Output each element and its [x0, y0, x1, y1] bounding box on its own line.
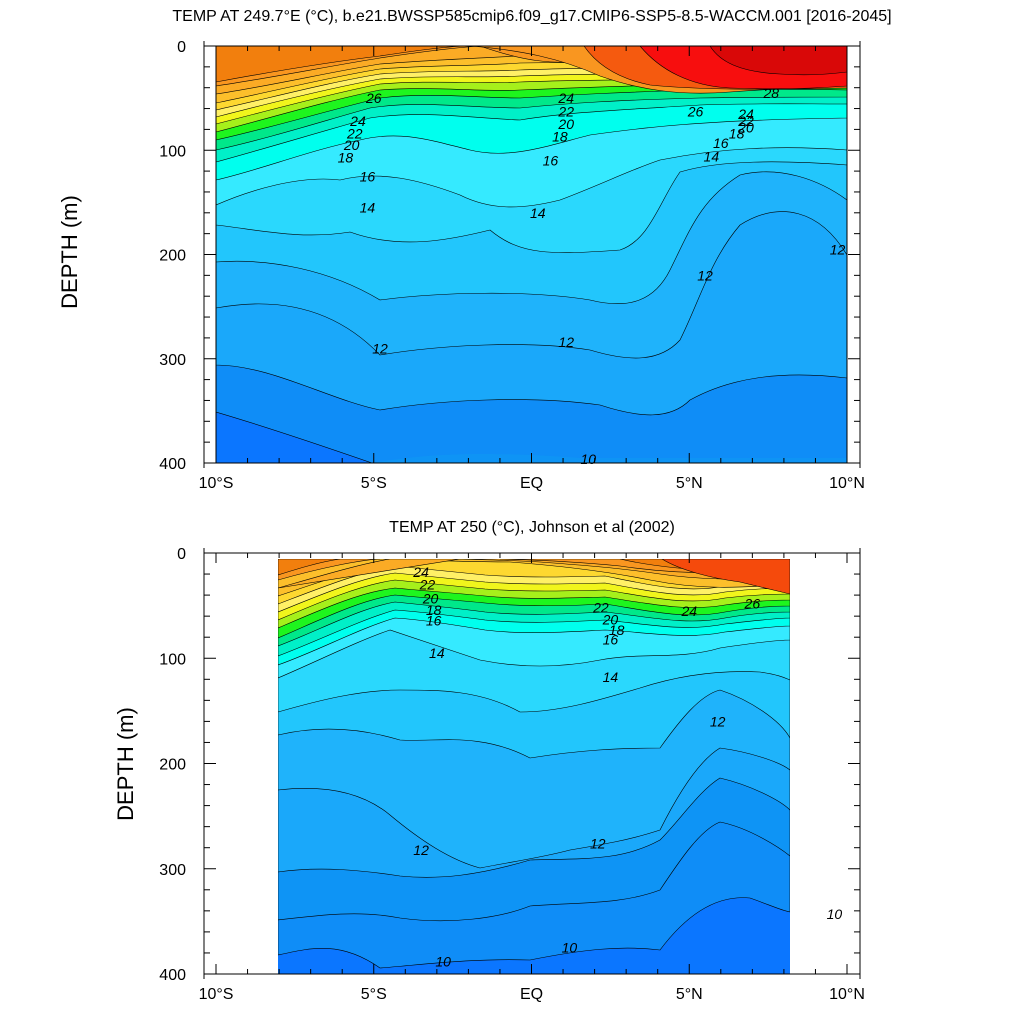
x-tick-label: 5°S [361, 475, 387, 492]
contour-label: 12 [697, 267, 713, 283]
top-band-29 [709, 46, 847, 76]
x-tick-label: 10°S [199, 475, 234, 492]
contour-label: 10 [435, 953, 451, 969]
contour-label: 16 [603, 631, 619, 647]
contour-label: 22 [737, 113, 754, 129]
y-tick-label: 400 [159, 967, 186, 984]
x-tick-label: 10°N [829, 475, 865, 492]
contour-label: 10 [562, 940, 578, 956]
bottom-ticks: 10°S 5°S EQ 5°N 10°N 0 100 200 300 400 [159, 546, 865, 1003]
contour-label: 20 [557, 116, 574, 132]
x-tick-label: 10°N [829, 986, 865, 1003]
y-tick-label: 400 [159, 456, 186, 473]
contour-label: 22 [346, 126, 363, 142]
bottom-panel: TEMP AT 250 (°C), Johnson et al (2002) [113, 519, 865, 1003]
x-tick-label: 5°S [361, 986, 387, 1003]
x-tick-label: 10°S [199, 986, 234, 1003]
contour-label: 12 [830, 241, 846, 257]
contour-label: 24 [349, 113, 366, 129]
contour-label: 18 [338, 150, 354, 166]
y-tick-label: 100 [159, 143, 186, 160]
contour-label: 26 [744, 596, 761, 612]
y-tick-label: 300 [159, 862, 186, 879]
y-tick-label: 100 [159, 651, 186, 668]
contour-label: 16 [543, 153, 559, 169]
contour-label: 22 [557, 104, 574, 120]
contour-label: 14 [429, 645, 445, 661]
bottom-y-axis-title: DEPTH (m) [113, 707, 138, 821]
contour-label: 22 [419, 577, 436, 593]
y-tick-label: 200 [159, 248, 186, 265]
contour-label: 12 [590, 835, 606, 851]
contour-label: 24 [680, 603, 697, 619]
contour-label: 10 [581, 451, 597, 467]
top-band-26 [216, 46, 471, 83]
bot-band-27 [661, 559, 790, 595]
contour-label: 12 [372, 340, 388, 356]
contour-label: 16 [360, 168, 376, 184]
bottom-contour-fill [278, 559, 790, 974]
contour-label: 14 [704, 149, 720, 165]
x-tick-label: 5°N [676, 475, 703, 492]
contour-label: 18 [426, 602, 442, 618]
x-tick-label: 5°N [676, 986, 703, 1003]
contour-label: 10 [827, 906, 843, 922]
contour-label: 24 [412, 564, 429, 580]
contour-label: 18 [729, 126, 745, 142]
contour-label: 24 [557, 90, 574, 106]
contour-label: 12 [558, 334, 574, 350]
top-ticks: 10°S 5°S EQ 5°N 10°N 0 100 200 300 400 [159, 39, 865, 492]
y-tick-label: 0 [177, 39, 186, 56]
contour-label: 14 [530, 205, 546, 221]
y-tick-label: 200 [159, 757, 186, 774]
x-tick-label: EQ [520, 986, 543, 1003]
y-tick-label: 0 [177, 546, 186, 563]
contour-label: 28 [762, 85, 779, 101]
contour-label: 24 [737, 106, 754, 122]
contour-label: 14 [360, 200, 376, 216]
top-title: TEMP AT 249.7°E (°C), b.e21.BWSSP585cmip… [172, 8, 891, 25]
contour-label: 12 [710, 713, 726, 729]
top-band-11b [372, 453, 847, 463]
top-contour-fill [216, 46, 847, 463]
contour-label: 26 [687, 104, 704, 120]
contour-label: 26 [365, 90, 382, 106]
contour-label: 20 [422, 590, 439, 606]
bottom-title: TEMP AT 250 (°C), Johnson et al (2002) [389, 519, 675, 536]
contour-label: 14 [603, 669, 619, 685]
contour-label: 18 [552, 129, 568, 145]
contour-label: 16 [426, 612, 442, 628]
y-tick-label: 300 [159, 352, 186, 369]
top-y-axis-title: DEPTH (m) [57, 195, 82, 309]
contour-label: 20 [737, 119, 754, 135]
contour-label: 12 [413, 842, 429, 858]
contour-label: 22 [592, 600, 609, 616]
top-panel: TEMP AT 249.7°E (°C), b.e21.BWSSP585cmip… [57, 8, 892, 492]
contour-label: 20 [602, 611, 619, 627]
x-tick-label: EQ [520, 475, 543, 492]
contour-label: 16 [713, 135, 729, 151]
contour-label: 18 [609, 622, 625, 638]
contour-label: 20 [343, 137, 360, 153]
